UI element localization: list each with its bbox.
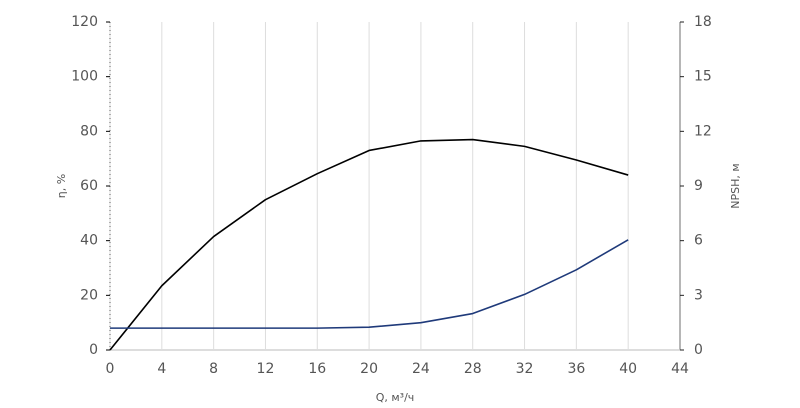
x-tick-label: 16 (308, 361, 326, 377)
x-tick-label: 36 (567, 361, 585, 377)
x-tick-label: 24 (412, 361, 430, 377)
y-tick-label: 80 (80, 123, 98, 139)
y2-tick-label: 0 (694, 342, 703, 358)
x-tick-label: 12 (257, 361, 275, 377)
x-axis-title: Q, м³/ч (376, 391, 415, 404)
y2-tick-label: 3 (694, 287, 703, 303)
y2-tick-label: 15 (694, 69, 712, 85)
x-tick-label: 44 (671, 361, 689, 377)
x-tick-label: 28 (464, 361, 482, 377)
y-tick-label: 20 (80, 287, 98, 303)
series-line (109, 138, 629, 351)
x-tick-label: 20 (360, 361, 378, 377)
y-tick-label: 60 (80, 178, 98, 194)
y2-axis-title: NPSH, м (729, 163, 742, 208)
y-axis-title: η, % (55, 174, 68, 198)
y-tick-label: 100 (71, 69, 98, 85)
x-tick-label: 4 (157, 361, 166, 377)
x-tick-label: 0 (106, 361, 115, 377)
y-tick-label: 40 (80, 233, 98, 249)
series-line (110, 239, 629, 329)
y2-tick-label: 6 (694, 233, 703, 249)
y2-tick-label: 12 (694, 123, 712, 139)
x-tick-label: 40 (619, 361, 637, 377)
x-tick-label: 32 (516, 361, 534, 377)
y2-tick-label: 9 (694, 178, 703, 194)
y2-tick-label: 18 (694, 14, 712, 30)
x-tick-label: 8 (209, 361, 218, 377)
y-tick-label: 0 (89, 342, 98, 358)
y-tick-label: 120 (71, 14, 98, 30)
